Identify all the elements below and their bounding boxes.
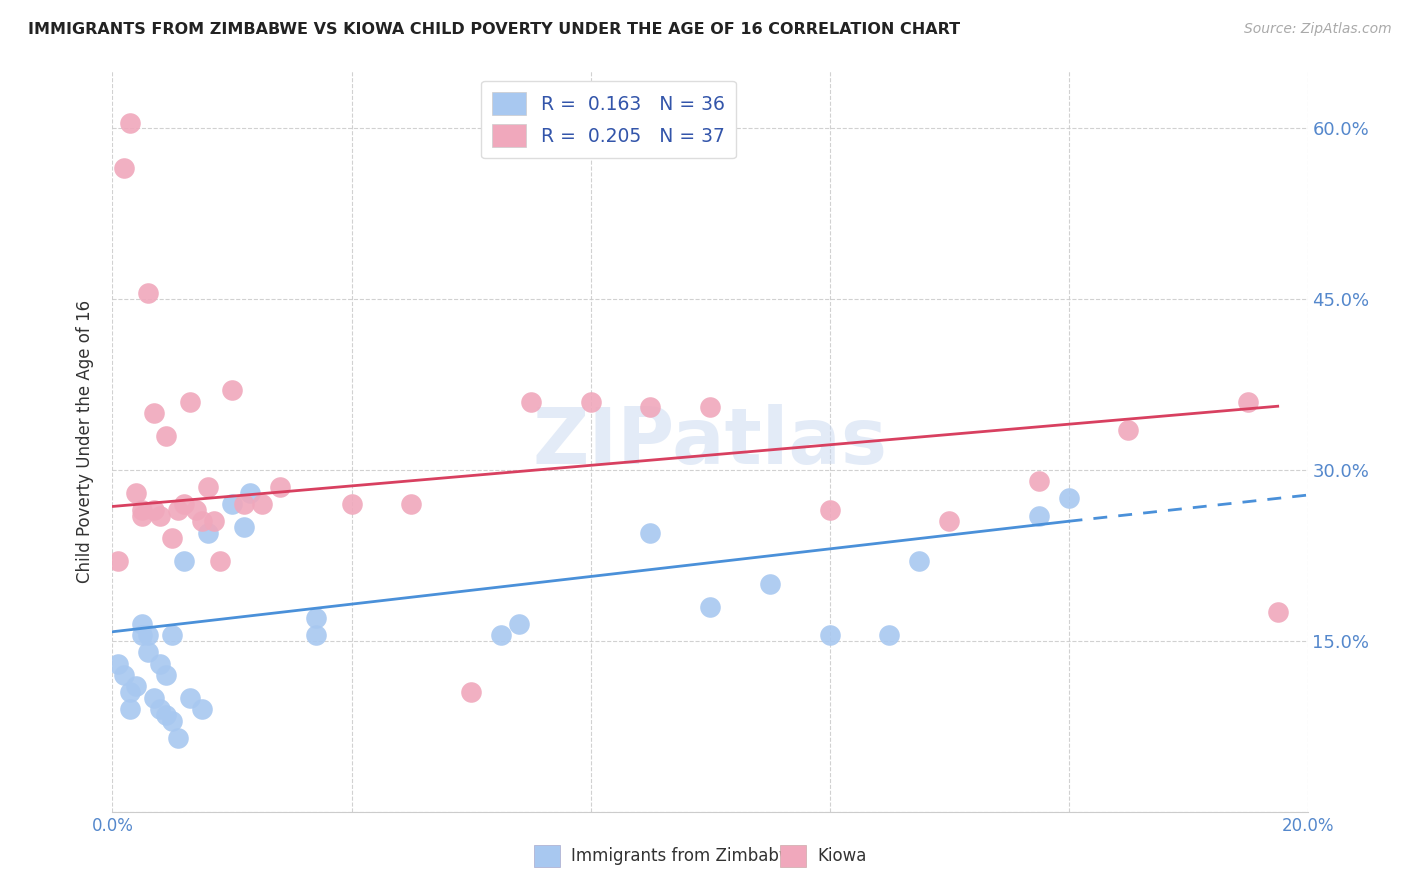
Point	[197, 480, 219, 494]
Text: Kiowa: Kiowa	[817, 847, 866, 865]
Point	[120, 702, 142, 716]
Point	[162, 714, 183, 728]
Point	[114, 668, 135, 682]
Point	[162, 628, 183, 642]
Point	[167, 503, 190, 517]
Point	[149, 702, 172, 716]
Point	[138, 628, 160, 642]
Point	[149, 508, 172, 523]
Point	[107, 554, 129, 568]
Legend: R =  0.163   N = 36, R =  0.205   N = 37: R = 0.163 N = 36, R = 0.205 N = 37	[481, 81, 735, 159]
Point	[138, 286, 160, 301]
Point	[120, 685, 142, 699]
Point	[107, 657, 129, 671]
Point	[340, 497, 363, 511]
Point	[508, 616, 530, 631]
Point	[143, 503, 166, 517]
Point	[305, 628, 328, 642]
Text: Source: ZipAtlas.com: Source: ZipAtlas.com	[1244, 22, 1392, 37]
Point	[114, 161, 135, 176]
Point	[269, 480, 291, 494]
Point	[191, 514, 214, 528]
Point	[120, 115, 142, 129]
Point	[879, 628, 901, 642]
Point	[233, 497, 256, 511]
Point	[250, 497, 273, 511]
Point	[155, 429, 177, 443]
Point	[460, 685, 482, 699]
Point	[155, 668, 177, 682]
Point	[143, 690, 166, 705]
Point	[125, 680, 148, 694]
Point	[640, 401, 662, 415]
Point	[520, 394, 543, 409]
Point	[143, 406, 166, 420]
Point	[759, 577, 782, 591]
Point	[1267, 606, 1289, 620]
Y-axis label: Child Poverty Under the Age of 16: Child Poverty Under the Age of 16	[76, 300, 94, 583]
Point	[1028, 508, 1050, 523]
Point	[908, 554, 931, 568]
Point	[162, 532, 183, 546]
Point	[173, 554, 195, 568]
Point	[699, 599, 721, 614]
Point	[155, 707, 177, 722]
Point	[197, 525, 219, 540]
Point	[1237, 394, 1260, 409]
Point	[173, 497, 195, 511]
Point	[186, 503, 208, 517]
Text: IMMIGRANTS FROM ZIMBABWE VS KIOWA CHILD POVERTY UNDER THE AGE OF 16 CORRELATION : IMMIGRANTS FROM ZIMBABWE VS KIOWA CHILD …	[28, 22, 960, 37]
Point	[209, 554, 232, 568]
Point	[818, 503, 841, 517]
Point	[202, 514, 225, 528]
Point	[305, 611, 328, 625]
Point	[489, 628, 512, 642]
Point	[125, 485, 148, 500]
Point	[179, 394, 201, 409]
Point	[818, 628, 841, 642]
Point	[221, 384, 243, 398]
Point	[167, 731, 190, 745]
Point	[131, 628, 153, 642]
Text: Immigrants from Zimbabwe: Immigrants from Zimbabwe	[571, 847, 803, 865]
Point	[149, 657, 172, 671]
Point	[131, 503, 153, 517]
Point	[1057, 491, 1080, 506]
Point	[579, 394, 602, 409]
Point	[699, 401, 721, 415]
Point	[239, 485, 262, 500]
Point	[1028, 475, 1050, 489]
Point	[131, 508, 153, 523]
Point	[179, 690, 201, 705]
Point	[131, 616, 153, 631]
Point	[938, 514, 960, 528]
Point	[1118, 423, 1140, 437]
Point	[401, 497, 423, 511]
Text: ZIPatlas: ZIPatlas	[533, 403, 887, 480]
Point	[233, 520, 256, 534]
Point	[640, 525, 662, 540]
Point	[221, 497, 243, 511]
Point	[191, 702, 214, 716]
Point	[138, 645, 160, 659]
